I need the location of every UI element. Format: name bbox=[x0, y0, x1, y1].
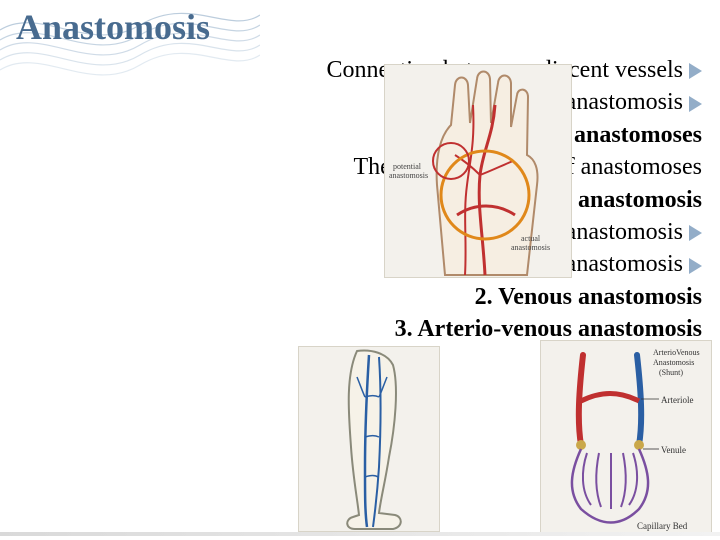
hand-anastomosis-image: potential anastomosis actual anastomosis bbox=[384, 64, 572, 278]
body-line-7: 2. Venous anastomosis bbox=[0, 281, 702, 313]
body-line-4: 1. Arterial anastomosis bbox=[0, 184, 702, 216]
svg-text:anastomosis: anastomosis bbox=[389, 171, 428, 180]
body-line-2: Types of anastomoses bbox=[0, 119, 702, 151]
bullet-arrow-icon bbox=[689, 96, 702, 112]
hand-label-potential: potential bbox=[393, 162, 422, 171]
slide-body: Connection between adjacent vesselsFunct… bbox=[0, 54, 702, 346]
leg-venous-image bbox=[298, 346, 440, 532]
slide-title: Anastomosis bbox=[16, 6, 210, 48]
shunt-arteriole-label: Arteriole bbox=[661, 395, 693, 405]
bullet-arrow-icon bbox=[689, 63, 702, 79]
shunt-bed-label: Capillary Bed bbox=[637, 521, 688, 531]
body-line-5: Actual arterial anastomosis bbox=[0, 216, 702, 248]
bullet-arrow-icon bbox=[689, 225, 702, 241]
body-line-0: Connection between adjacent vessels bbox=[0, 54, 702, 86]
shunt-title-label: ArterioVenous bbox=[653, 348, 700, 357]
footer-bar bbox=[0, 532, 720, 536]
body-line-1: Functions of anastomosis bbox=[0, 86, 702, 118]
svg-text:anastomosis: anastomosis bbox=[511, 243, 550, 252]
bullet-arrow-icon bbox=[689, 258, 702, 274]
svg-text:Anastomosis: Anastomosis bbox=[653, 358, 694, 367]
av-shunt-image: ArterioVenous Anastomosis (Shunt) Arteri… bbox=[540, 340, 712, 536]
shunt-venule-label: Venule bbox=[661, 445, 686, 455]
hand-label-actual: actual bbox=[521, 234, 541, 243]
body-line-6: Potential arterial anastomosis bbox=[0, 248, 702, 280]
body-line-3: They are three types of anastomoses bbox=[0, 151, 702, 183]
svg-text:(Shunt): (Shunt) bbox=[659, 368, 683, 377]
